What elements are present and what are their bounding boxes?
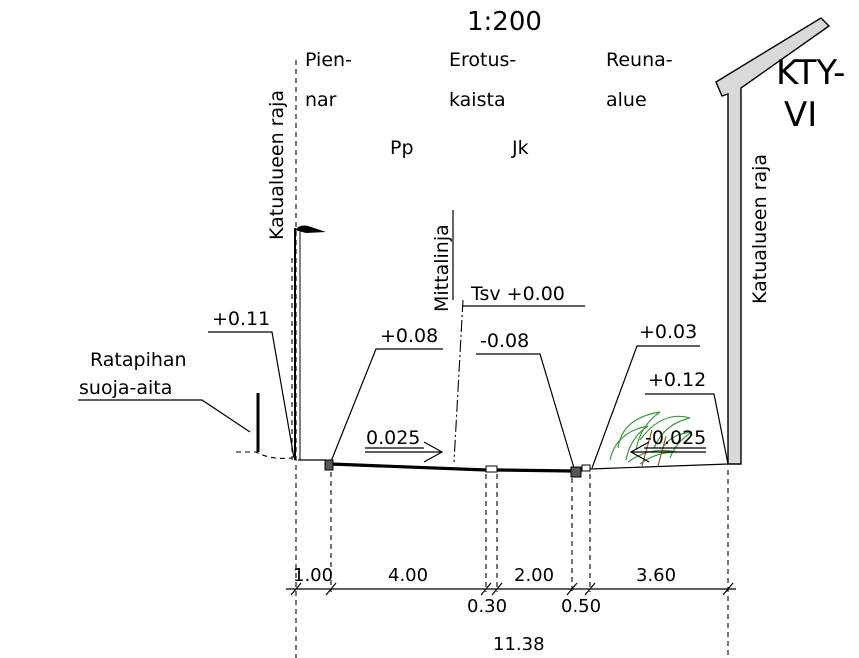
dim-jk: 2.00 — [514, 565, 554, 586]
sign-text-line2: VI — [784, 95, 817, 135]
tsv-label: Tsv +0.00 — [470, 283, 565, 305]
surface-pp — [330, 462, 487, 472]
fence-leader — [78, 399, 251, 433]
lane-cycle-label: Pp — [390, 137, 414, 159]
dimension-ticks — [290, 582, 734, 596]
elev-left-top-leader — [208, 331, 295, 459]
edge-block — [581, 464, 591, 472]
elev-right-a: +0.03 — [639, 321, 697, 343]
elev-jk-edge: -0.08 — [480, 330, 529, 352]
measure-line-dashdot — [453, 299, 464, 463]
zone-edge-line2: alue — [606, 89, 647, 111]
elev-jk-edge-leader — [476, 353, 575, 469]
curb-right — [570, 466, 582, 478]
elev-right-a-leader — [591, 345, 700, 469]
zone-shoulder-line1: Pien- — [305, 49, 352, 71]
lane-walk-label: Jk — [511, 137, 529, 159]
sign-text-line1: KTY- — [776, 53, 845, 93]
zone-edge-line1: Reuna- — [606, 49, 673, 71]
sign-pole — [715, 17, 831, 465]
right-boundary-label: Katualueen raja — [749, 154, 771, 304]
elev-left-top: +0.11 — [212, 308, 270, 330]
scale-title: 1:200 — [467, 7, 542, 37]
shrub-icon — [609, 411, 693, 467]
zone-separation-line2: kaista — [449, 89, 506, 111]
fence-label-line2: suoja-aita — [79, 377, 172, 399]
surface-right — [589, 463, 729, 470]
measure-line-label: Mittalinja — [431, 224, 453, 312]
dim-pp: 4.00 — [388, 565, 428, 586]
dim-edge: 3.60 — [636, 565, 676, 586]
curb-left — [324, 459, 334, 471]
slope-left-arrowhead — [423, 441, 444, 463]
fence-label-line1: Ratapihan — [90, 349, 187, 371]
elev-pp-edge: +0.08 — [380, 325, 438, 347]
slope-right-value: -0.025 — [645, 427, 706, 449]
elev-right-b-leader — [645, 393, 729, 465]
surface-jk — [496, 468, 573, 473]
dim-edge-strip: 0.50 — [561, 596, 601, 617]
slope-right-arrowhead — [629, 441, 650, 463]
slope-left-value: 0.025 — [366, 427, 420, 449]
zone-shoulder-line2: nar — [305, 89, 337, 111]
dim-total: 11.38 — [493, 634, 545, 655]
elev-right-b: +0.12 — [648, 369, 706, 391]
light-pole — [291, 225, 326, 460]
elev-pp-edge-leader — [329, 348, 443, 465]
left-boundary-label: Katualueen raja — [266, 90, 288, 240]
zone-separation-line1: Erotus- — [449, 49, 516, 71]
separator-block — [485, 465, 498, 473]
dim-separator: 0.30 — [467, 596, 507, 617]
ground-left-dashed — [236, 451, 293, 459]
dim-shoulder: 1.00 — [293, 565, 333, 586]
